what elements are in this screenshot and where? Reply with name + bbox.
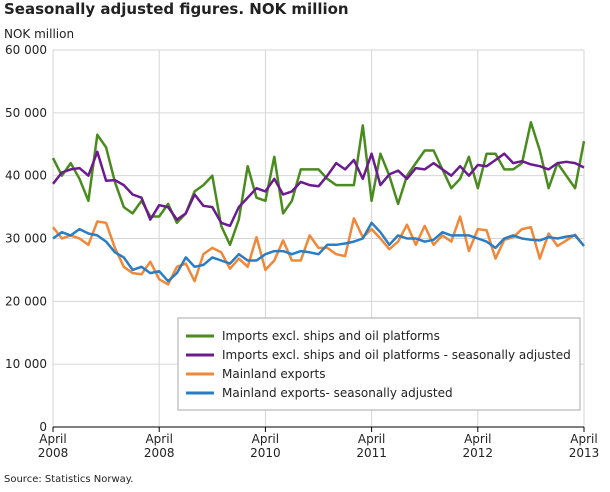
series-line (52, 150, 585, 228)
y-tick-label: 0 (39, 420, 47, 434)
y-tick-label: 50 000 (5, 106, 47, 120)
y-tick-label: 30 000 (5, 232, 47, 246)
series-line (52, 215, 585, 286)
x-tick-label: April 2008 (38, 432, 69, 460)
y-tick-label: 20 000 (5, 294, 47, 308)
y-axis-label: NOK million (4, 27, 74, 41)
series-line (51, 121, 586, 247)
y-tick-label: 10 000 (5, 357, 47, 371)
x-tick-label: April 2008 (144, 432, 175, 460)
x-tick-label: April 2010 (250, 432, 281, 460)
legend-label: Imports excl. ships and oil platforms (222, 329, 440, 343)
x-tick-label: April 2012 (463, 432, 494, 460)
legend-label: Mainland exports- seasonally adjusted (222, 386, 453, 400)
legend-box (177, 317, 581, 411)
legend-label: Mainland exports (222, 367, 326, 381)
x-tick-label: April 2013 (569, 432, 600, 460)
legend-label: Imports excl. ships and oil platforms - … (222, 348, 571, 362)
series-line (52, 221, 585, 283)
x-tick-label: April 2011 (356, 432, 387, 460)
chart-title: Seasonally adjusted figures. NOK million (4, 0, 349, 18)
source: Source: Statistics Norway. (4, 474, 133, 485)
y-tick-label: 60 000 (5, 43, 47, 57)
y-tick-label: 40 000 (5, 169, 47, 183)
